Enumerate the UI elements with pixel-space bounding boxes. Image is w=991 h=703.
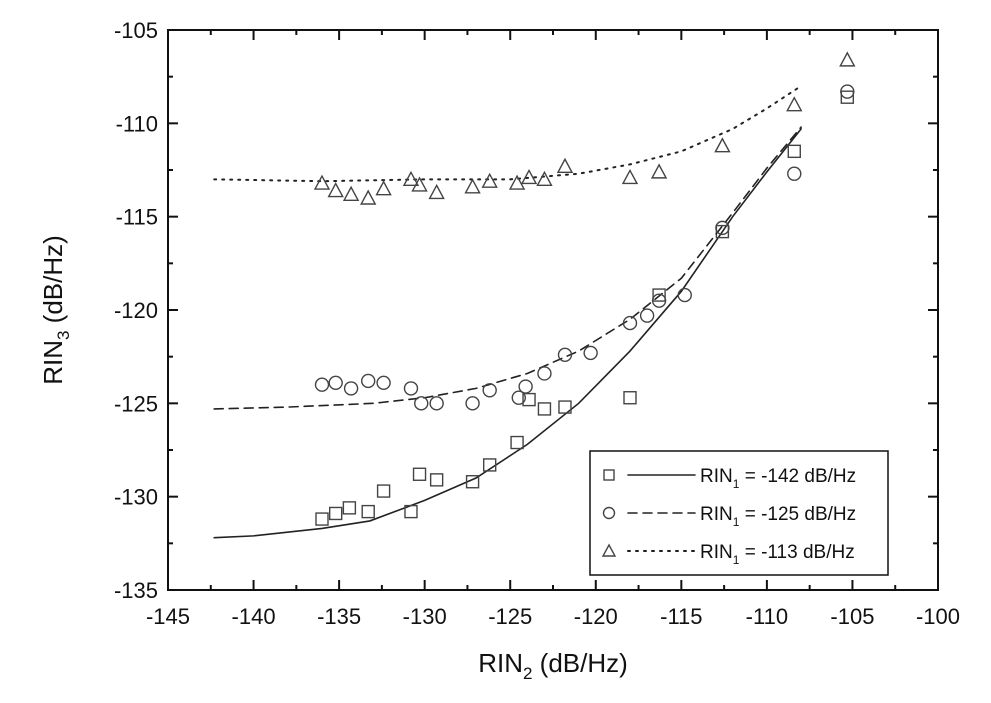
data-point-circle: [414, 396, 429, 411]
data-point-square: [623, 391, 637, 405]
data-point-triangle: [508, 174, 526, 190]
series-triangle: [213, 51, 856, 205]
series-circle: [213, 84, 855, 411]
data-point-triangle: [360, 189, 377, 205]
data-point-triangle: [536, 170, 553, 187]
data-point-circle: [343, 381, 359, 396]
y-tick-label: -110: [116, 111, 158, 136]
y-tick-label: -105: [114, 18, 158, 43]
data-point-square: [412, 467, 427, 481]
legend-label: RIN1 = -125 dB/Hz: [700, 504, 856, 529]
data-point-triangle: [375, 180, 392, 196]
x-tick-label: -100: [916, 604, 960, 629]
data-point-circle: [787, 166, 802, 181]
data-point-circle: [518, 379, 533, 394]
data-point-circle: [361, 373, 376, 389]
data-point-triangle: [650, 163, 668, 179]
x-tick-label: -110: [746, 604, 788, 629]
data-point-square: [840, 90, 855, 104]
data-point-square: [342, 501, 357, 515]
data-point-circle: [403, 381, 419, 396]
data-point-square: [429, 473, 444, 487]
data-point-triangle: [313, 174, 331, 190]
data-point-square: [404, 504, 418, 519]
data-point-square: [522, 392, 536, 407]
y-tick-label: -115: [116, 205, 158, 230]
legend-marker-circle: [602, 506, 616, 520]
data-point-circle: [465, 396, 480, 411]
data-point-triangle: [520, 168, 538, 185]
x-tick-label: -145: [146, 604, 190, 629]
data-point-triangle: [402, 170, 420, 187]
fit-line-dashed: [213, 126, 802, 410]
data-point-circle: [557, 347, 573, 362]
data-point-square: [787, 144, 801, 159]
data-point-square: [510, 435, 524, 450]
data-point-square: [537, 402, 552, 416]
data-point-circle: [639, 308, 655, 323]
x-tick-label: -105: [830, 604, 874, 629]
y-axis-label: RIN3 (dB/Hz): [38, 235, 73, 385]
data-point-square: [376, 484, 391, 498]
legend-label: RIN1 = -142 dB/Hz: [700, 466, 856, 491]
data-point-circle: [622, 315, 638, 331]
x-tick-label: -115: [660, 604, 702, 629]
data-point-triangle: [714, 137, 731, 153]
legend: RIN1 = -142 dB/Hz RIN1 = -125 dB/Hz RIN1 =…: [589, 450, 889, 576]
x-axis-label: RIN2 (dB/Hz): [478, 648, 628, 683]
data-point-circle: [840, 84, 855, 99]
data-point-circle: [651, 293, 667, 308]
data-point-triangle: [621, 168, 639, 185]
data-point-triangle: [411, 176, 428, 192]
x-tick-label: -125: [488, 604, 532, 629]
x-tick-label: -130: [403, 604, 447, 629]
data-point-circle: [328, 375, 343, 390]
data-point-circle: [314, 377, 330, 392]
data-point-circle: [715, 220, 730, 236]
data-point-circle: [376, 375, 391, 390]
data-point-square: [652, 288, 666, 302]
legend-marker-square: [603, 469, 615, 481]
data-point-square: [315, 512, 329, 526]
data-point-triangle: [342, 185, 360, 201]
legend-label: RIN1 = -113 dB/Hz: [700, 542, 855, 567]
data-point-square: [558, 400, 572, 414]
data-point-circle: [537, 366, 552, 381]
data-point-triangle: [464, 178, 481, 194]
legend-box: [589, 450, 889, 576]
fit-line-dotted: [213, 85, 803, 183]
fit-line-solid: [213, 128, 802, 539]
data-point-triangle: [481, 172, 498, 188]
y-tick-label: -125: [114, 391, 158, 416]
data-point-circle: [511, 390, 526, 405]
data-point-square: [482, 458, 497, 472]
data-point-circle: [583, 345, 598, 361]
data-point-triangle: [556, 157, 574, 173]
data-point-square: [361, 504, 375, 519]
data-point-triangle: [327, 182, 344, 198]
x-tick-label: -120: [574, 604, 618, 629]
data-point-square: [465, 475, 480, 489]
data-point-triangle: [786, 96, 803, 112]
data-point-circle: [429, 396, 444, 411]
y-tick-label: -120: [114, 298, 158, 323]
x-tick-label: -140: [232, 604, 276, 629]
y-tick-label: -130: [114, 485, 158, 510]
x-tick-label: -135: [317, 604, 361, 629]
data-point-square: [328, 506, 343, 521]
data-point-triangle: [839, 51, 856, 67]
data-point-circle: [482, 383, 497, 398]
data-point-circle: [677, 287, 692, 303]
legend-marker-triangle: [601, 543, 617, 557]
data-point-triangle: [428, 183, 445, 200]
y-tick-label: -135: [114, 578, 158, 603]
